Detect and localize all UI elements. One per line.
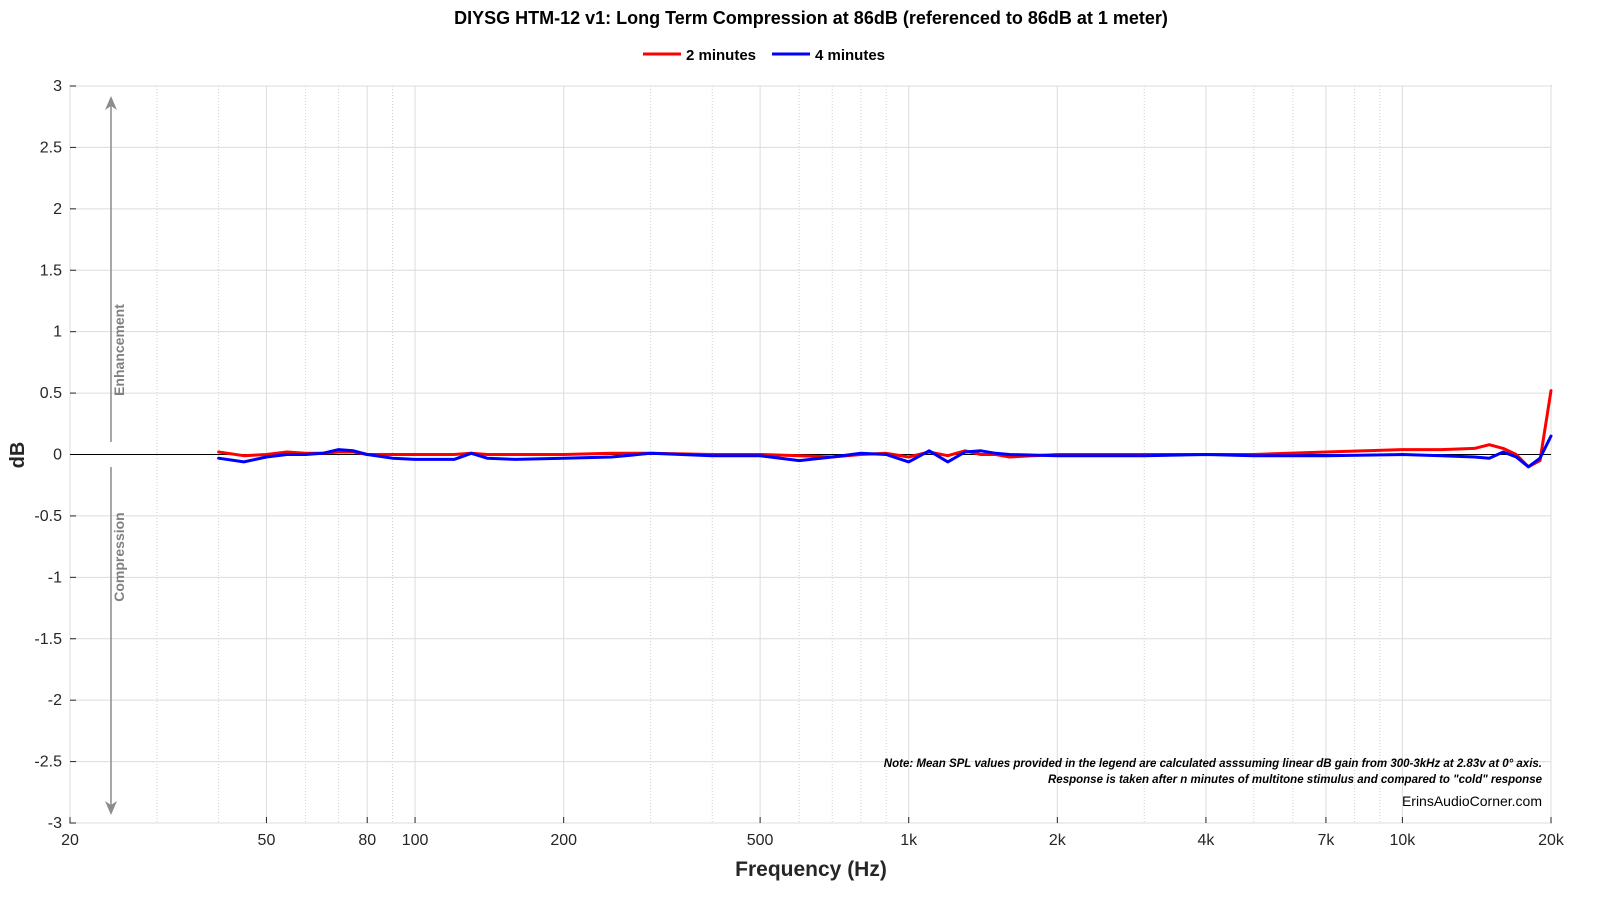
note-line-1: Note: Mean SPL values provided in the le…	[884, 758, 1542, 770]
x-tick-label: 10k	[1389, 832, 1416, 849]
x-tick-label: 20k	[1538, 832, 1565, 849]
compression-label: Compression	[111, 512, 127, 601]
series-line	[217, 434, 1553, 469]
note-line-2: Response is taken after n minutes of mul…	[1048, 774, 1543, 786]
y-tick-label: -2.5	[34, 754, 62, 771]
legend-entry: 4 minutes	[815, 47, 885, 64]
x-tick-label: 7k	[1317, 832, 1335, 849]
direction-arrows: Enhancement Compression	[105, 96, 127, 815]
compression-arrow-head	[105, 801, 117, 815]
x-tick-label: 1k	[900, 832, 918, 849]
legend: 2 minutes 4 minutes	[643, 47, 885, 64]
y-axis-label: dB	[7, 442, 29, 469]
enhancement-label: Enhancement	[111, 304, 127, 396]
x-axis-label: Frequency (Hz)	[735, 858, 887, 881]
y-tick-label: -3	[48, 815, 62, 832]
y-tick-label: 0.5	[40, 385, 62, 402]
watermark: ErinsAudioCorner.com	[1402, 793, 1542, 809]
y-tick-label: -1	[48, 569, 62, 586]
y-tick-label: -2	[48, 692, 62, 709]
y-tick-label: -0.5	[34, 508, 62, 525]
series-lines	[217, 389, 1553, 469]
x-axis-ticks: 20 50 80 100 200 500 1k 2k 4k 7k 10k 20k	[61, 817, 1565, 849]
x-tick-label: 100	[402, 832, 429, 849]
y-tick-label: 0	[53, 447, 62, 464]
x-tick-label: 200	[550, 832, 577, 849]
y-tick-label: 2	[53, 201, 62, 218]
x-tick-label: 4k	[1197, 832, 1215, 849]
x-tick-label: 80	[358, 832, 376, 849]
y-axis-ticks: 3 2.5 2 1.5 1 0.5 0 -0.5 -1 -1.5 -2 -2.5 -3	[34, 78, 76, 832]
plot-area: 3 2.5 2 1.5 1 0.5 0 -0.5 -1 -1.5 -2 -2.5 -3 20 50 80 10…	[34, 78, 1564, 849]
y-tick-label: 3	[53, 78, 62, 95]
x-tick-label: 50	[258, 832, 276, 849]
chart-title: DIYSG HTM-12 v1: Long Term Compression a…	[454, 8, 1168, 28]
y-tick-label: 1	[53, 324, 62, 341]
x-tick-label: 20	[61, 832, 79, 849]
y-tick-label: 1.5	[40, 262, 62, 279]
y-tick-label: 2.5	[40, 139, 62, 156]
x-tick-label: 500	[747, 832, 774, 849]
enhancement-arrow-head	[105, 96, 117, 110]
x-tick-label: 2k	[1049, 832, 1067, 849]
y-tick-label: -1.5	[34, 631, 62, 648]
legend-entry: 2 minutes	[686, 47, 756, 64]
